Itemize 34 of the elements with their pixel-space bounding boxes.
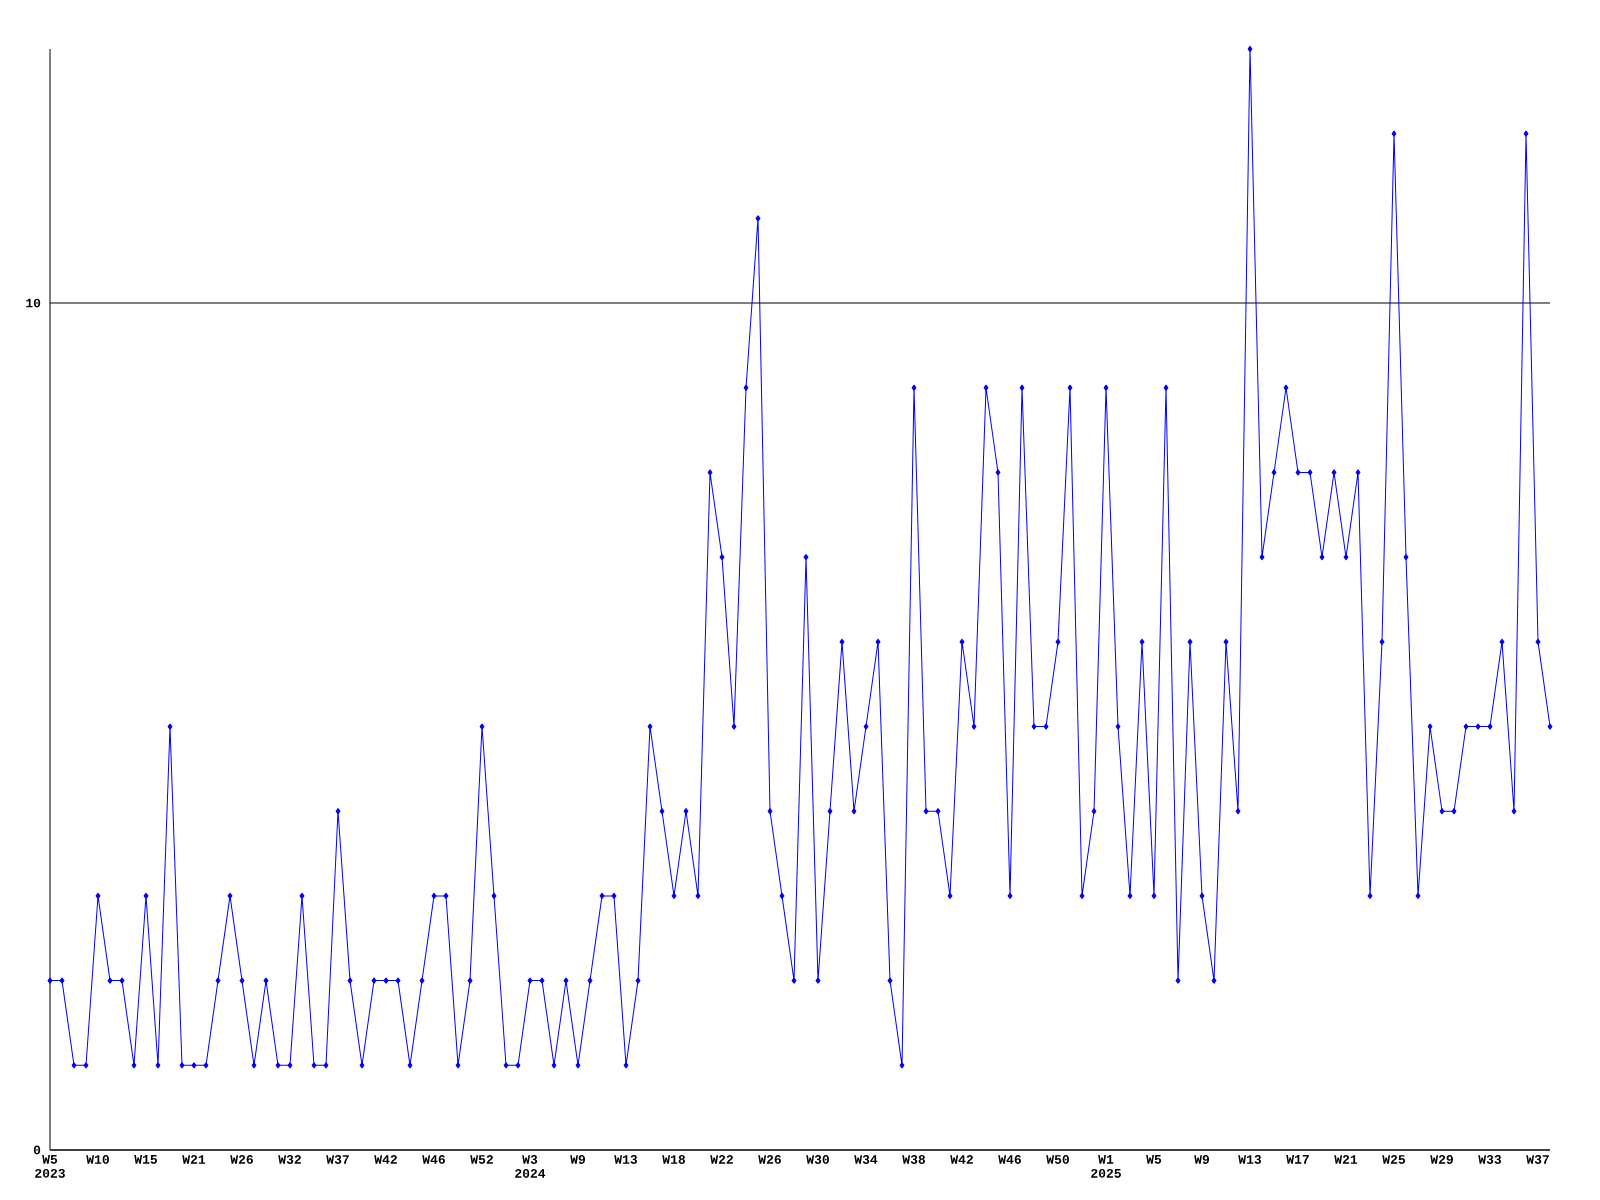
x-tick-label: W50	[1046, 1155, 1069, 1164]
y-tick-label: 10	[26, 298, 41, 308]
x-tick-label: W30	[806, 1155, 829, 1164]
x-tick-label: W25	[1382, 1155, 1406, 1164]
x-tick-label: W46	[998, 1155, 1021, 1164]
x-tick-label: W26	[758, 1155, 781, 1164]
x-tick-label: W13	[1238, 1155, 1262, 1164]
x-tick-label: W32	[278, 1155, 301, 1164]
x-tick-label: W10	[86, 1155, 109, 1164]
x-tick-label: W13	[614, 1155, 638, 1164]
x-tick-label: W34	[854, 1155, 878, 1164]
y-tick-label: 0	[33, 1145, 41, 1155]
x-tick-label: W33	[1478, 1155, 1502, 1164]
x-tick-label: W52	[470, 1155, 493, 1164]
x-tick-label: W3 2024	[515, 1155, 546, 1178]
x-tick-label: W21	[1334, 1155, 1358, 1164]
x-tick-label: W29	[1430, 1155, 1453, 1164]
x-tick-label: W42	[950, 1155, 973, 1164]
x-tick-label: W5 2023	[35, 1155, 65, 1178]
x-tick-label: W38	[902, 1155, 925, 1164]
x-tick-label: W42	[374, 1155, 397, 1164]
x-tick-label: W21	[182, 1155, 206, 1164]
x-tick-label: W5	[1146, 1155, 1162, 1164]
x-tick-label: W9	[1194, 1155, 1210, 1164]
x-tick-label: W17	[1286, 1155, 1309, 1164]
x-tick-label: W26	[230, 1155, 253, 1164]
x-tick-label: W22	[710, 1155, 733, 1164]
x-tick-label: W37	[326, 1155, 349, 1164]
x-tick-label: W18	[662, 1155, 685, 1164]
x-tick-label: W37	[1526, 1155, 1549, 1164]
x-tick-label: W15	[134, 1155, 158, 1164]
x-tick-label: W9	[570, 1155, 586, 1164]
x-tick-label: W1 2025	[1091, 1155, 1121, 1178]
x-tick-label: W46	[422, 1155, 445, 1164]
